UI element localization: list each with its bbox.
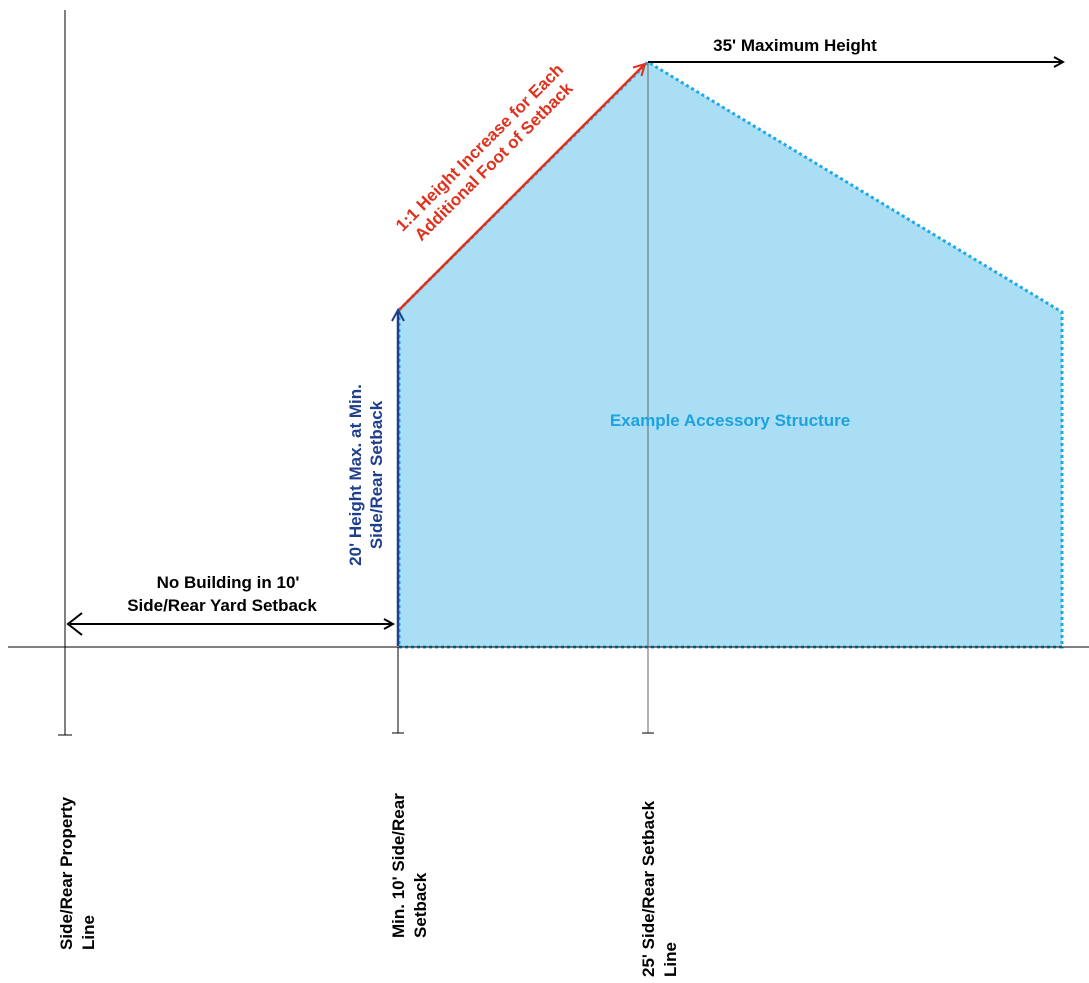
min-height-label-line1: 20' Height Max. at Min. [346, 384, 365, 566]
max-height-label: 35' Maximum Height [713, 36, 877, 55]
min-height-label-line2: Side/Rear Setback [367, 400, 386, 549]
setback-25-label: 25' Side/Rear Setback Line [639, 800, 680, 977]
no-building-arrow-left-head [66, 612, 83, 636]
setback-25-label-line2: Line [661, 942, 680, 977]
property-line-label: Side/Rear Property Line [57, 796, 98, 950]
min-setback-label: Min. 10' Side/Rear Setback [389, 793, 430, 938]
slope-arrow [398, 64, 645, 311]
no-building-label-line2: Side/Rear Yard Setback [127, 596, 317, 615]
min-height-label: 20' Height Max. at Min. Side/Rear Setbac… [346, 384, 386, 566]
min-setback-label-line2: Setback [411, 872, 430, 938]
accessory-structure-shape [397, 60, 1064, 649]
no-building-label-line1: No Building in 10' [157, 573, 300, 592]
property-line-label-line2: Line [79, 915, 98, 950]
structure-label: Example Accessory Structure [610, 411, 850, 430]
setback-25-label-line1: 25' Side/Rear Setback [639, 800, 658, 977]
min-setback-label-line1: Min. 10' Side/Rear [389, 793, 408, 938]
property-line-label-line1: Side/Rear Property [57, 796, 76, 950]
